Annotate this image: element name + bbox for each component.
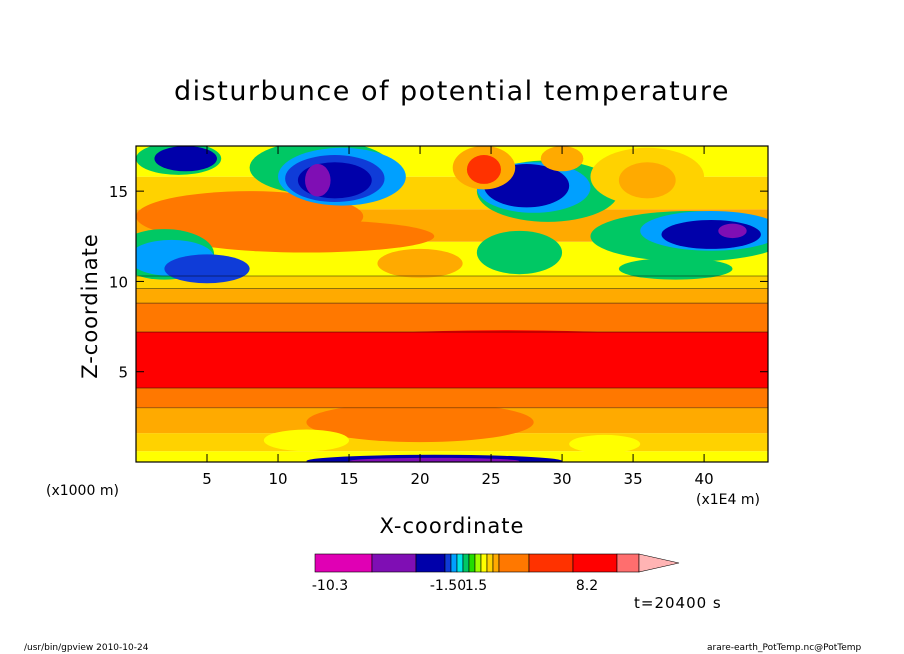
- x-tick-label: 30: [553, 470, 572, 488]
- colorbar-cell: [528, 553, 574, 573]
- contour-band: [136, 288, 768, 304]
- colorbar: -10.3 -1.501.5 8.2: [312, 553, 680, 594]
- colorbar-cell: [572, 553, 618, 573]
- y-axis-label: Z-coordinate: [78, 233, 102, 379]
- contour-patch: [154, 146, 217, 172]
- contour-patch: [569, 434, 641, 453]
- x-scale-label: (x1E4 m): [696, 492, 760, 508]
- chart-title: disturbunce of potential temperature: [174, 76, 730, 107]
- colorbar-cell: [415, 553, 446, 573]
- colorbar-cell: [314, 553, 373, 573]
- contour-patch: [305, 164, 331, 197]
- contour-patch: [349, 457, 520, 462]
- contour-patch: [377, 248, 463, 278]
- colorbar-label: -10.3: [312, 578, 348, 594]
- contour-band: [136, 276, 768, 289]
- contour-band: [136, 387, 768, 408]
- contour-patch: [618, 162, 676, 199]
- contour-patch: [263, 429, 350, 452]
- y-tick-label: 15: [109, 183, 128, 201]
- colorbar-label: -1.50: [430, 578, 466, 594]
- x-tick-label: 15: [339, 470, 358, 488]
- contour-patch: [249, 330, 761, 385]
- contour-patch: [618, 257, 733, 280]
- x-tick-label: 25: [482, 470, 501, 488]
- y-tick-label: 5: [118, 364, 128, 382]
- x-axis: 5 10 15 20 25 30 35 40: [202, 146, 714, 488]
- contour-field: [136, 146, 768, 462]
- contour-patch: [466, 155, 501, 184]
- time-label: t=20400 s: [634, 594, 722, 612]
- colorbar-cell: [450, 553, 458, 573]
- colorbar-cell: [480, 553, 488, 573]
- y-axis: 5 10 15: [109, 183, 768, 382]
- colorbar-label: 1.5: [465, 578, 487, 594]
- x-unit-label: (x1000 m): [46, 483, 119, 499]
- contour-patch: [306, 402, 534, 443]
- x-axis-label: X-coordinate: [379, 514, 525, 538]
- x-tick-label: 40: [695, 470, 714, 488]
- colorbar-cell: [498, 553, 530, 573]
- footer-right: arare-earth_PotTemp.nc@PotTemp: [707, 643, 862, 653]
- x-tick-label: 20: [410, 470, 429, 488]
- contour-band: [136, 303, 768, 332]
- x-tick-label: 5: [202, 470, 212, 488]
- x-tick-label: 10: [268, 470, 287, 488]
- colorbar-cell: [371, 553, 417, 573]
- footer-left: /usr/bin/gpview 2010-10-24: [24, 643, 149, 653]
- contour-patch: [178, 220, 435, 253]
- colorbar-cell: [456, 553, 464, 573]
- plot-frame: [135, 145, 769, 463]
- colorbar-cell: [462, 553, 470, 573]
- colorbar-cell: [468, 553, 476, 573]
- x-tick-label: 35: [624, 470, 643, 488]
- colorbar-label: 8.2: [576, 578, 598, 594]
- y-tick-label: 10: [109, 273, 128, 291]
- colorbar-cell: [474, 553, 482, 573]
- colorbar-cell: [486, 553, 494, 573]
- colorbar-extend: [638, 553, 680, 573]
- colorbar-cell: [492, 553, 500, 573]
- contour-patch: [164, 254, 250, 284]
- colorbar-cell: [444, 553, 452, 573]
- contour-patch: [540, 146, 584, 172]
- colorbar-cell: [616, 553, 640, 573]
- contour-patch: [476, 230, 563, 275]
- contour-patch: [718, 223, 747, 239]
- contour-patch: [661, 220, 761, 249]
